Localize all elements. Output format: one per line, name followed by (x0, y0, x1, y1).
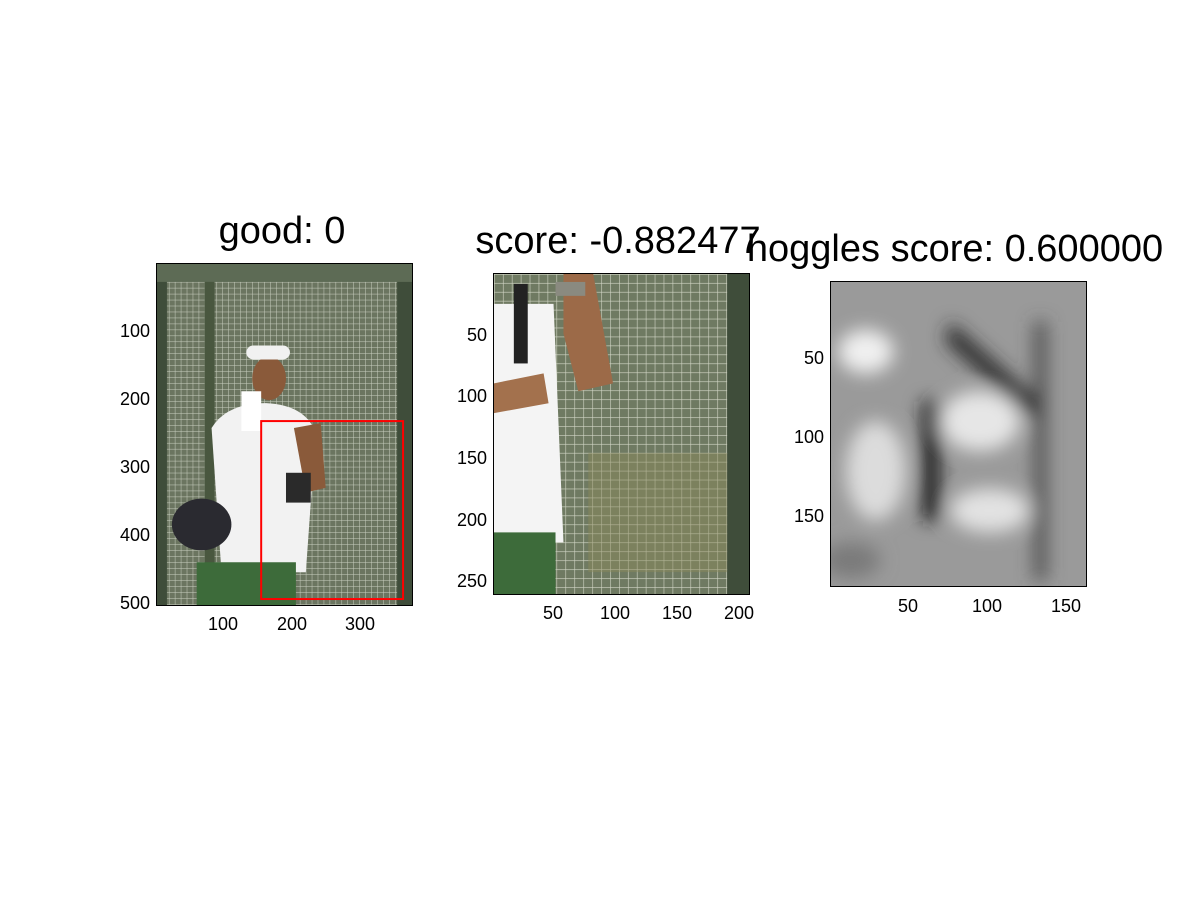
panel2-title: score: -0.882477 (475, 220, 761, 262)
panel2-ytick: 250 (456, 571, 487, 591)
panel2-ytick: 100 (456, 386, 487, 406)
panel3-axes (830, 281, 1087, 587)
panel2-ytick: 50 (466, 325, 487, 345)
panel2-xtick: 50 (542, 603, 564, 623)
panel1-ytick: 400 (119, 525, 150, 545)
panel3-xtick: 50 (897, 596, 919, 616)
panel2-xtick: 100 (599, 603, 631, 623)
panel2-photo (494, 274, 749, 594)
panel1-ytick: 200 (119, 389, 150, 409)
panel1-photo (157, 264, 412, 605)
panel2-xtick: 200 (723, 603, 755, 623)
panel1-xtick: 200 (276, 614, 308, 634)
panel1-xtick: 100 (207, 614, 239, 634)
panel3-xtick: 100 (971, 596, 1003, 616)
panel3-ytick: 100 (793, 427, 824, 447)
panel2-ytick: 150 (456, 448, 487, 468)
panel2-ytick: 200 (456, 510, 487, 530)
panel1-xtick: 300 (344, 614, 376, 634)
panel3-ytick: 50 (803, 348, 824, 368)
panel1-ytick: 100 (119, 321, 150, 341)
panel3-title: hoggles score: 0.600000 (746, 228, 1164, 270)
panel3-hog-image (831, 282, 1086, 586)
panel2-axes (493, 273, 750, 595)
panel2-xtick: 150 (661, 603, 693, 623)
panel1-axes (156, 263, 413, 606)
panel3-xtick: 150 (1050, 596, 1082, 616)
panel3-ytick: 150 (793, 506, 824, 526)
panel1-title: good: 0 (218, 210, 346, 252)
panel1-ytick: 500 (119, 593, 150, 613)
panel1-ytick: 300 (119, 457, 150, 477)
